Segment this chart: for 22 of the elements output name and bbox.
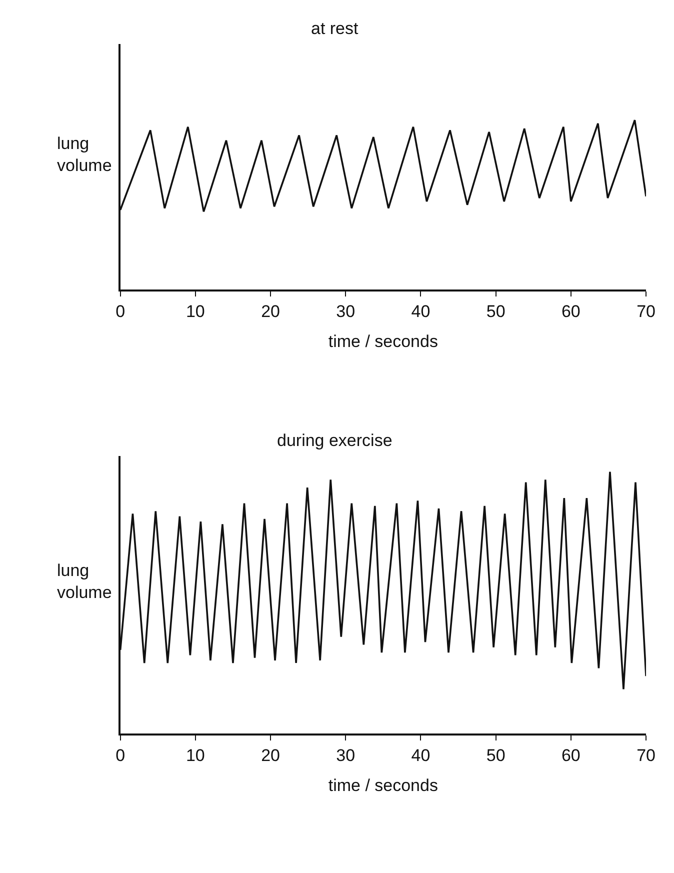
x-tick-label: 40 [411, 746, 430, 766]
x-tick-label: 10 [186, 746, 205, 766]
x-tick-label: 20 [261, 302, 280, 322]
x-tick-label: 0 [116, 302, 126, 322]
chart-title: at rest [311, 19, 359, 38]
x-tick-label: 60 [561, 302, 580, 322]
x-tick-label: 70 [636, 746, 656, 766]
x-tick-label: 0 [116, 746, 126, 766]
x-tick-label: 30 [336, 302, 356, 322]
x-tick-label: 50 [486, 746, 506, 766]
x-tick-label: 30 [336, 746, 356, 766]
x-axis-title: time / seconds [328, 776, 438, 795]
x-tick-label: 20 [261, 746, 280, 766]
y-axis-title: lung volume [57, 134, 112, 176]
x-axis-title: time / seconds [328, 332, 438, 351]
x-tick-label: 10 [186, 302, 205, 322]
y-axis-title: lung volume [57, 561, 112, 602]
x-tick-label: 50 [486, 302, 506, 322]
x-tick-label: 60 [561, 746, 580, 766]
x-tick-label: 40 [411, 302, 430, 322]
chart-title: during exercise [277, 431, 392, 450]
x-tick-label: 70 [636, 302, 656, 322]
